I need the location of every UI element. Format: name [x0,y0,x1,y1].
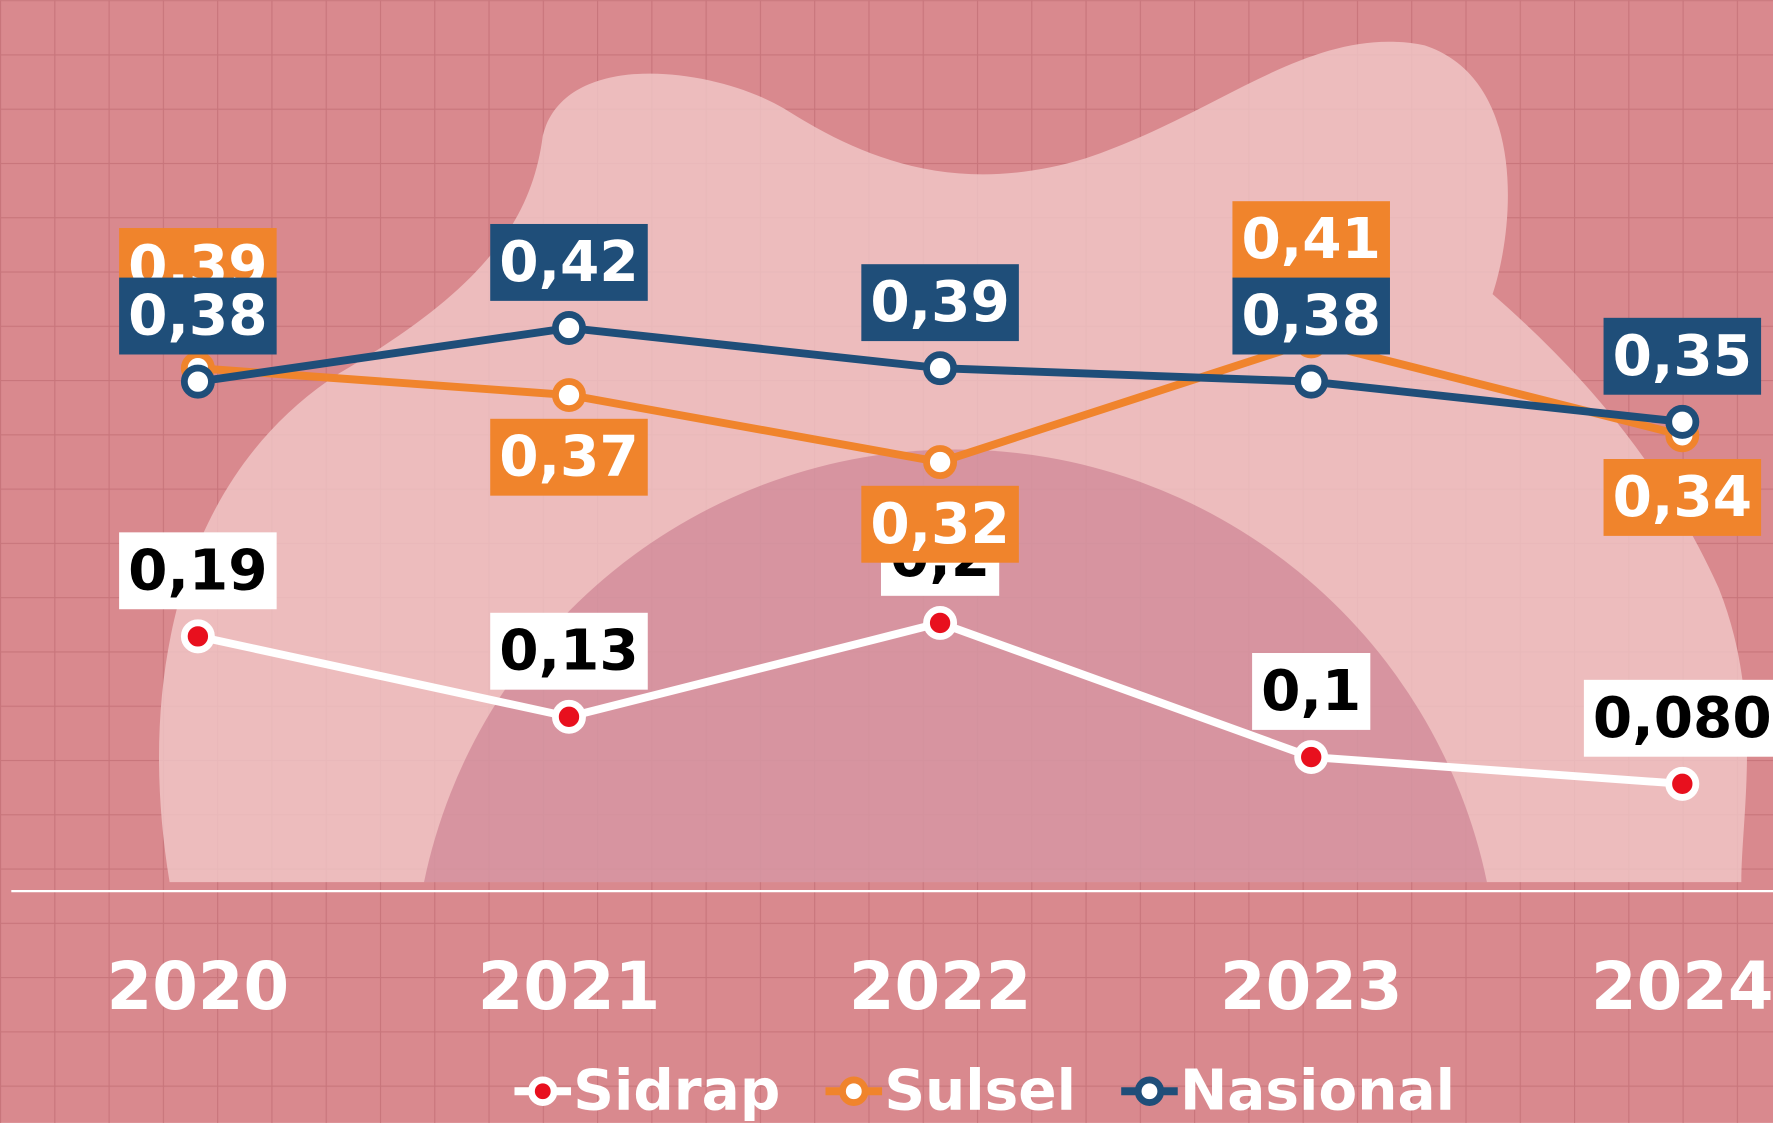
x-tick-label: 2020 [107,949,290,1025]
value-label: 0,37 [490,419,648,496]
x-tick-label: 2021 [478,949,661,1025]
legend-marker [1138,1080,1161,1103]
value-label-text: 0,32 [870,492,1009,557]
x-tick-label: 2023 [1220,949,1403,1025]
value-label: 0,13 [490,613,648,690]
value-label-text: 0,37 [499,425,638,490]
value-label: 0,1 [1252,653,1370,730]
value-label-text: 0,39 [870,270,1009,335]
data-point [1669,770,1696,797]
data-point [555,703,582,730]
value-label-text: 0,19 [128,538,267,603]
value-label-text: 0,34 [1613,465,1752,530]
data-point [1298,368,1325,395]
data-point [184,368,211,395]
x-tick-label: 2024 [1591,949,1773,1025]
x-tick-label: 2022 [849,949,1032,1025]
value-label-text: 0,1 [1261,659,1361,724]
value-label-text: 0,35 [1613,324,1752,389]
legend-label: Sidrap [573,1059,780,1123]
value-label: 0,41 [1232,201,1390,278]
data-point [555,314,582,341]
value-label-text: 0,13 [499,619,638,684]
data-point [555,381,582,408]
data-point [927,609,954,636]
value-label: 0,42 [490,224,648,301]
data-point [184,623,211,650]
value-label-text: 0,42 [499,230,638,295]
value-label: 0,34 [1604,459,1762,536]
data-point [1669,408,1696,435]
value-label: 0,19 [119,532,277,609]
legend-marker [531,1080,554,1103]
chart: 202020212022202320240,190,130,20,10,0800… [0,0,1773,1123]
value-label: 0,39 [861,264,1019,341]
data-point [1298,743,1325,770]
value-label-text: 0,080 [1593,686,1772,751]
value-label-text: 0,38 [128,284,267,349]
legend-marker [842,1080,865,1103]
value-label: 0,080 [1584,680,1773,757]
value-label-text: 0,41 [1241,207,1380,272]
value-label: 0,38 [1232,278,1390,355]
value-label-text: 0,38 [1241,284,1380,349]
value-label: 0,32 [861,486,1019,563]
value-label: 0,35 [1604,318,1762,395]
legend-label: Nasional [1180,1059,1455,1123]
legend-label: Sulsel [884,1059,1076,1123]
value-label: 0,38 [119,278,277,355]
data-point [927,355,954,382]
data-point [927,449,954,476]
